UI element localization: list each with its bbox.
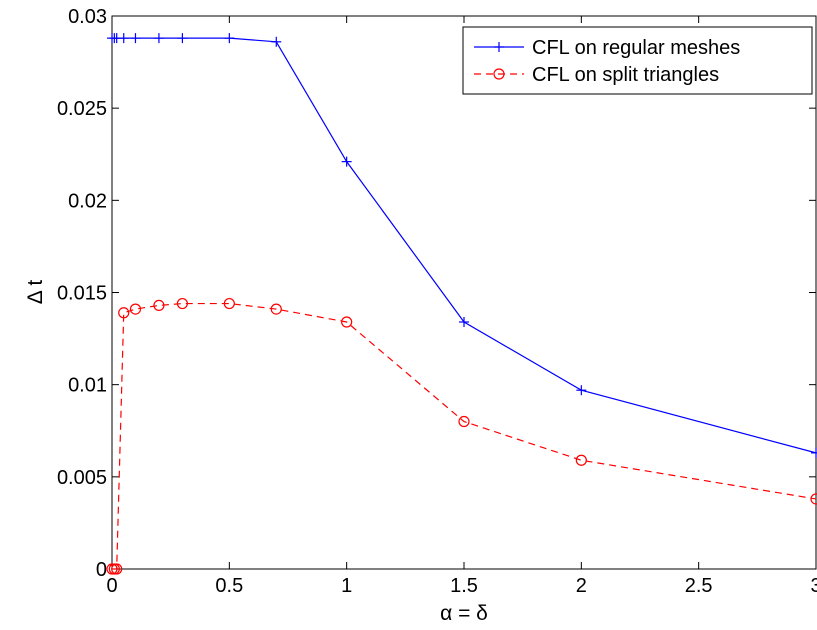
legend-entry: CFL on regular meshes — [474, 37, 740, 59]
data-point-plus — [224, 33, 235, 44]
y-tick-label: 0.02 — [68, 190, 107, 212]
series-layer — [106, 33, 817, 575]
legend-box — [462, 26, 813, 95]
legend: CFL on regular meshes CFL on split triang… — [462, 26, 813, 95]
data-point-circle — [129, 303, 142, 315]
data-point-plus — [811, 447, 817, 458]
y-tick-label: 0.015 — [57, 283, 107, 305]
data-point-plus — [130, 33, 141, 44]
data-point-circle — [810, 493, 817, 505]
data-point-circle — [493, 68, 505, 80]
data-point-plus — [177, 33, 188, 44]
x-tick-label: 1 — [341, 575, 352, 597]
x-tick-label: 0.5 — [215, 575, 243, 597]
legend-label: CFL on split triangles — [532, 64, 719, 86]
series-regular-meshes — [107, 33, 817, 458]
x-tick-label: 0 — [106, 575, 117, 597]
plot-area — [111, 15, 817, 570]
data-point-plus — [271, 36, 282, 47]
legend-entry: CFL on split triangles — [474, 64, 719, 86]
legend-label: CFL on regular meshes — [532, 37, 740, 59]
y-tick-label: 0.025 — [57, 98, 107, 120]
x-tick-label: 2.5 — [685, 575, 713, 597]
x-axis-label: α = δ — [440, 602, 488, 625]
x-tick-label: 1.5 — [450, 575, 478, 597]
data-point-plus — [576, 385, 587, 396]
y-axis-label: Δ t — [24, 280, 47, 305]
data-point-plus — [341, 156, 352, 167]
data-point-circle — [575, 454, 587, 466]
x-tick-label: 3 — [810, 575, 817, 597]
y-tick-label: 0 — [96, 559, 107, 581]
x-tick-label: 2 — [576, 575, 587, 597]
data-point-circle — [341, 316, 353, 328]
series-split-triangles — [106, 297, 817, 575]
y-tick-label: 0.005 — [57, 467, 107, 489]
y-tick-label: 0.03 — [68, 6, 107, 28]
data-point-circle — [458, 415, 470, 428]
data-point-circle — [111, 563, 123, 575]
y-tick-label: 0.01 — [68, 375, 107, 397]
data-point-circle — [270, 303, 282, 315]
data-point-plus — [153, 33, 164, 44]
data-point-plus — [118, 33, 129, 44]
data-point-plus — [494, 42, 504, 52]
data-point-circle — [118, 307, 130, 319]
data-point-circle — [223, 297, 235, 310]
axis-ticks: 0 0.5 1 1.5 2 2.5 3 0 0.005 0.01 0.015 0.02 0.025 0.0… — [57, 6, 817, 597]
data-point-circle — [153, 299, 165, 312]
legend-entries: CFL on regular meshes CFL on split triang… — [474, 37, 740, 86]
data-point-circle — [176, 297, 188, 310]
data-point-plus — [459, 316, 469, 327]
